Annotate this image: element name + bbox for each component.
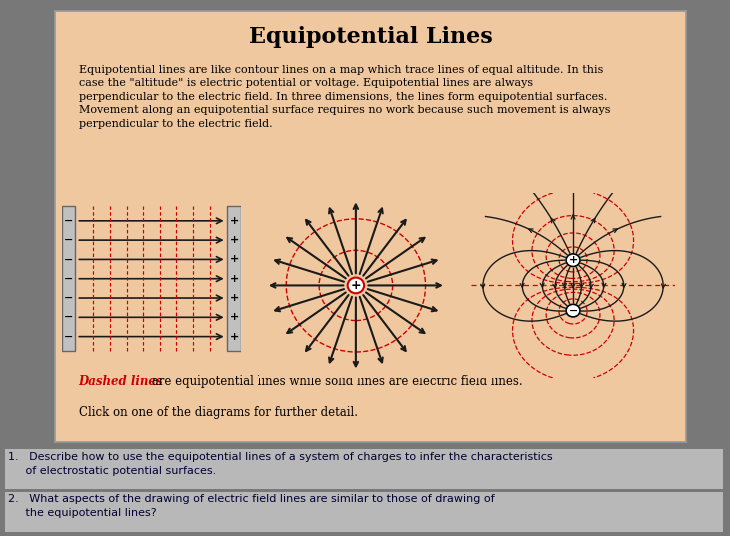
Text: Constant Electric Field: Constant Electric Field [96,198,234,211]
Text: Click on one of the diagrams for further detail.: Click on one of the diagrams for further… [79,406,358,419]
Text: −: − [64,274,73,284]
Text: Electric Dipole: Electric Dipole [525,198,614,211]
Text: −: − [569,306,577,316]
Text: −: − [64,293,73,303]
Circle shape [347,278,364,293]
Text: +: + [229,274,239,284]
FancyBboxPatch shape [5,492,723,532]
Text: Equipotential Lines: Equipotential Lines [249,26,492,48]
Circle shape [566,254,580,266]
Text: 1.   Describe how to use the equipotential lines of a system of charges to infer: 1. Describe how to use the equipotential… [8,452,553,462]
Text: +: + [229,332,239,341]
Text: +: + [350,279,361,292]
Text: +: + [229,312,239,322]
Text: −: − [64,312,73,322]
Text: +: + [229,293,239,303]
Text: +: + [229,255,239,264]
Text: −: − [64,235,73,245]
Text: −: − [64,216,73,226]
Text: Equipotential lines are like contour lines on a map which trace lines of equal a: Equipotential lines are like contour lin… [79,65,610,129]
FancyBboxPatch shape [5,449,723,489]
Text: −: − [64,332,73,341]
Text: −: − [64,255,73,264]
Text: +: + [229,216,239,226]
Text: Point Charge: Point Charge [328,198,406,211]
Text: are equipotential lines while solid lines are electric field lines.: are equipotential lines while solid line… [148,375,523,388]
Text: +: + [569,255,577,265]
Text: of electrostatic potential surfaces.: of electrostatic potential surfaces. [8,466,216,476]
Text: Dashed lines: Dashed lines [79,375,164,388]
Text: +: + [229,235,239,245]
Text: the equipotential lines?: the equipotential lines? [8,508,157,518]
Text: 2.   What aspects of the drawing of electric field lines are similar to those of: 2. What aspects of the drawing of electr… [8,494,495,504]
FancyBboxPatch shape [228,206,241,351]
FancyBboxPatch shape [62,206,75,351]
Circle shape [566,304,580,317]
